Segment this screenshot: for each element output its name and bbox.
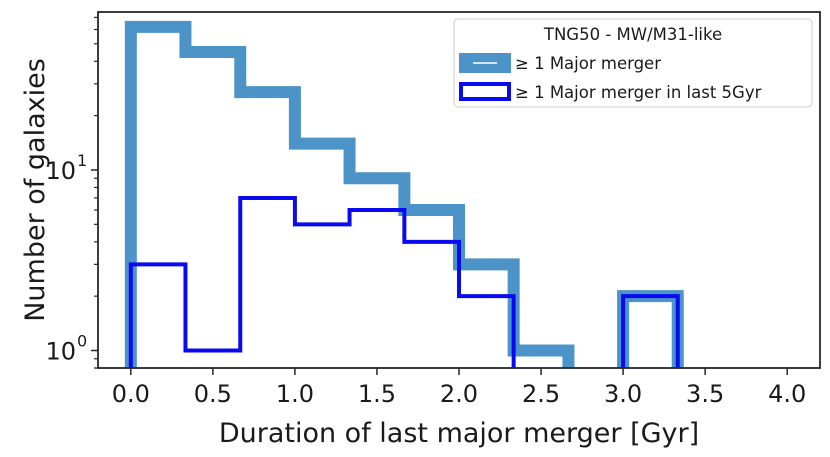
legend: TNG50 - MW/M31-like ≥ 1 Major merger ≥ 1…	[453, 18, 813, 108]
x-tick-label: 1.0	[276, 380, 314, 408]
legend-title: TNG50 - MW/M31-like	[543, 25, 722, 44]
x-tick-label: 0.0	[112, 380, 150, 408]
series-layer	[124, 20, 684, 368]
x-tick-label: 2.5	[522, 380, 560, 408]
legend-swatch-recent-merger	[459, 82, 511, 101]
legend-label-recent-merger: ≥ 1 Major merger in last 5Gyr	[515, 83, 762, 102]
x-tick-label: 2.0	[440, 380, 478, 408]
y-tick-label: 10	[45, 338, 76, 366]
x-tick-label: 4.0	[768, 380, 806, 408]
x-tick-label: 0.5	[194, 380, 232, 408]
legend-box	[453, 18, 813, 108]
x-axis-label: Duration of last major merger [Gyr]	[219, 418, 699, 449]
y-tick-exponent: 0	[77, 332, 87, 351]
y-axis-label: Number of galaxies	[20, 58, 51, 322]
series-step-1	[128, 195, 680, 368]
x-tick-label: 3.0	[604, 380, 642, 408]
x-tick-label: 3.5	[686, 380, 724, 408]
y-tick-label: 10	[45, 157, 76, 185]
x-tick-label: 1.5	[358, 380, 396, 408]
legend-label-major-merger: ≥ 1 Major merger	[515, 54, 661, 73]
y-tick-exponent: 1	[77, 151, 87, 170]
